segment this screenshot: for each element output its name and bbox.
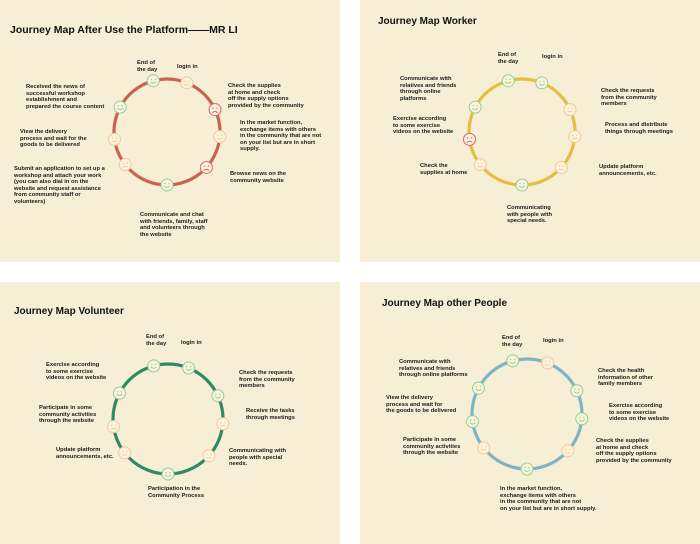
panel-title: Journey Map Worker xyxy=(378,16,477,27)
neutral-face-icon xyxy=(213,130,227,144)
smiling-face-icon xyxy=(501,74,515,88)
step-label: Update platform announcements, etc. xyxy=(56,447,114,460)
step-label: Check the requests from the community me… xyxy=(239,370,295,390)
neutral-face-icon xyxy=(108,132,122,146)
smiling-face-icon xyxy=(520,462,534,476)
journey-ring xyxy=(466,354,589,476)
step-label: Check the requests from the community me… xyxy=(601,88,657,108)
neutral-face-icon xyxy=(180,76,194,90)
step-label: Check the supplies at home and check off… xyxy=(228,83,304,109)
smiling-face-icon xyxy=(113,100,127,114)
smiling-face-icon xyxy=(575,412,589,426)
neutral-face-icon xyxy=(541,356,555,370)
smiling-face-icon xyxy=(570,384,584,398)
smiling-face-icon xyxy=(506,354,520,368)
frowning-face-icon xyxy=(463,132,477,146)
step-label-login: login in xyxy=(181,340,202,346)
neutral-face-icon xyxy=(563,103,577,117)
step-label: Submit an application to set up a worksh… xyxy=(14,166,105,205)
step-label: Communicating with people with special n… xyxy=(229,448,287,468)
smiling-face-icon xyxy=(535,76,549,90)
journey-ring xyxy=(463,74,582,192)
neutral-face-icon xyxy=(568,130,582,144)
step-label: In the market function, exchange items w… xyxy=(240,120,322,153)
step-label-end-of-day: End of the day xyxy=(137,60,158,73)
smiling-face-icon xyxy=(112,386,126,400)
smiling-face-icon xyxy=(211,389,225,403)
neutral-face-icon xyxy=(118,158,132,172)
journey-panel-mr-li: Journey Map After Use the Platform——MR L… xyxy=(0,0,340,262)
step-label-end-of-day: End of the day xyxy=(498,52,519,65)
step-label: Participation in the Community Process xyxy=(148,486,205,499)
neutral-face-icon xyxy=(216,417,230,431)
journey-ring xyxy=(108,74,227,192)
frowning-face-icon xyxy=(199,160,213,174)
step-label: Browse news on the community website xyxy=(230,171,287,184)
frowning-face-icon xyxy=(208,103,222,117)
step-label: Communicate with relatives and friends t… xyxy=(399,359,468,379)
smiling-face-icon xyxy=(160,178,174,192)
step-label: Process and distribute things through me… xyxy=(605,122,673,135)
smiling-face-icon xyxy=(515,178,529,192)
step-label: Exercise according to some exercise vide… xyxy=(393,116,454,136)
panel-title: Journey Map other People xyxy=(382,298,508,309)
step-label: View the delivery process and wait for t… xyxy=(386,395,457,415)
step-label: Communicating with people with special n… xyxy=(507,205,553,225)
neutral-face-icon xyxy=(473,158,487,172)
neutral-face-icon xyxy=(107,420,121,434)
smiling-face-icon xyxy=(146,74,160,88)
step-label-login: login in xyxy=(543,338,564,344)
step-label: In the market function, exchange items w… xyxy=(500,486,597,512)
neutral-face-icon xyxy=(202,449,216,463)
step-label: Exercise according to some exercise vide… xyxy=(46,362,107,382)
journey-panel-other-people: Journey Map other People End of the day … xyxy=(360,282,700,544)
step-label-login: login in xyxy=(177,64,198,70)
step-label: Check the health information of other fa… xyxy=(598,368,654,388)
journey-panel-worker: Journey Map Worker End of the day login … xyxy=(360,0,700,262)
step-label-end-of-day: End of the day xyxy=(502,335,523,348)
panel-title: Journey Map Volunteer xyxy=(14,306,124,317)
step-label: Receive the tasks through meetings xyxy=(246,408,295,421)
neutral-face-icon xyxy=(554,160,568,174)
step-label: Check the supplies at home xyxy=(420,163,468,176)
journey-panel-volunteer: Journey Map Volunteer End of the day log… xyxy=(0,282,340,544)
step-label: Communicate with relatives and friends t… xyxy=(400,76,457,102)
step-label: Check the supplies at home and check off… xyxy=(596,438,672,464)
step-label-login: login in xyxy=(542,54,563,60)
smiling-face-icon xyxy=(161,467,175,481)
step-label: View the delivery process and wait for t… xyxy=(20,129,87,149)
step-label: Participate in some community activities… xyxy=(39,405,97,425)
neutral-face-icon xyxy=(118,446,132,460)
smiling-face-icon xyxy=(471,381,485,395)
step-label-end-of-day: End of the day xyxy=(146,334,167,347)
panel-title: Journey Map After Use the Platform——MR L… xyxy=(10,24,238,36)
smiling-face-icon xyxy=(182,361,196,375)
step-label: Received the news of successful workshop… xyxy=(26,84,105,110)
step-label: Update platform announcements, etc. xyxy=(599,164,657,177)
journey-ring xyxy=(107,359,230,481)
step-label: Communicate and chat with friends, famil… xyxy=(140,212,208,238)
smiling-face-icon xyxy=(468,100,482,114)
neutral-face-icon xyxy=(477,441,491,455)
step-label: Exercise according to some exercise vide… xyxy=(609,403,670,423)
neutral-face-icon xyxy=(561,444,575,458)
smiling-face-icon xyxy=(147,359,161,373)
smiling-face-icon xyxy=(466,415,480,429)
step-label: Participate in some community activities… xyxy=(403,437,461,457)
